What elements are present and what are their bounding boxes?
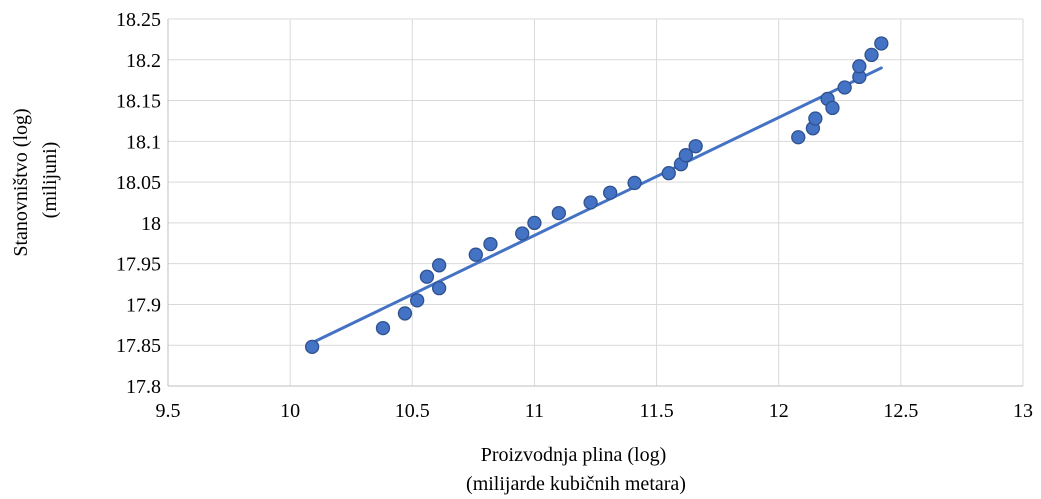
data-point — [410, 293, 425, 308]
y-tick-label: 18.2 — [126, 50, 161, 72]
data-point — [583, 195, 598, 210]
data-point — [864, 47, 879, 63]
y-axis-title-line-1: Stanovništvo (log) — [10, 108, 32, 256]
x-tick-label: 11.5 — [639, 400, 673, 422]
axes — [167, 19, 1023, 387]
y-tick-label: 18.25 — [116, 9, 161, 31]
data-point — [432, 258, 447, 273]
data-point — [627, 175, 642, 191]
data-point — [678, 148, 694, 163]
x-tick-label: 12.5 — [883, 400, 918, 422]
data-point — [603, 185, 618, 200]
data-point — [661, 165, 676, 181]
x-tick-label: 13 — [1013, 400, 1033, 422]
data-point — [808, 111, 823, 126]
x-tick-label: 12 — [769, 400, 789, 422]
data-point — [304, 339, 320, 355]
y-axis-title: Stanovništvo (log) (milijuni) — [10, 103, 61, 256]
x-axis-title: Proizvodnja plina (log) (milijarde kubič… — [466, 444, 686, 495]
data-point — [375, 320, 391, 336]
data-point — [852, 59, 867, 74]
y-tick-label: 18.1 — [126, 131, 161, 153]
data-point — [688, 139, 703, 154]
y-axis-title-line-2: (milijuni) — [39, 142, 61, 219]
gridlines — [168, 18, 1024, 386]
x-axis-title-line-2: (milijarde kubičnih metara) — [466, 473, 686, 495]
y-tick-label: 17.8 — [126, 376, 161, 398]
y-tick-labels: 17.8 17.85 17.9 17.95 18 18.05 18.1 18.15 18.2 18… — [116, 9, 161, 398]
data-points — [304, 36, 889, 355]
data-point — [432, 280, 447, 296]
x-tick-labels: 9.5 10 10.5 11 11.5 12 12.5 13 — [156, 400, 1034, 422]
y-tick-label: 18 — [141, 213, 161, 235]
data-point — [419, 269, 435, 284]
y-tick-label: 17.95 — [116, 254, 161, 276]
data-point — [825, 100, 840, 116]
data-point — [527, 215, 542, 231]
data-point — [468, 247, 483, 262]
x-axis-title-line-1: Proizvodnja plina (log) — [481, 444, 667, 466]
y-tick-label: 17.85 — [116, 335, 161, 357]
x-tick-label: 11 — [525, 400, 544, 422]
x-tick-label: 9.5 — [156, 400, 181, 422]
data-point — [791, 130, 806, 145]
y-tick-label: 18.15 — [116, 91, 161, 113]
x-tick-label: 10.5 — [395, 400, 430, 422]
data-point — [515, 226, 530, 241]
y-tick-label: 17.9 — [126, 294, 161, 316]
y-tick-label: 18.05 — [116, 172, 161, 194]
data-point — [397, 306, 413, 321]
data-point — [837, 80, 852, 95]
x-tick-label: 10 — [280, 400, 300, 422]
data-point — [551, 205, 567, 221]
data-point — [874, 36, 889, 51]
data-point — [483, 236, 498, 252]
